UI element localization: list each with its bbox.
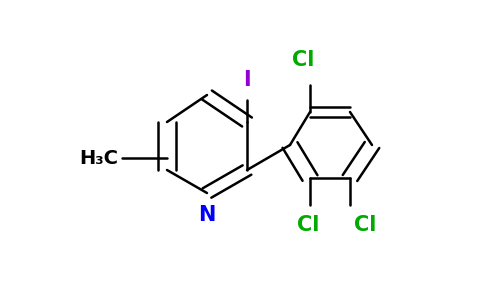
- Text: I: I: [243, 70, 251, 90]
- Text: Cl: Cl: [292, 50, 314, 70]
- Text: Cl: Cl: [354, 215, 376, 235]
- Text: H₃C: H₃C: [79, 148, 118, 167]
- Text: Cl: Cl: [297, 215, 319, 235]
- Text: N: N: [198, 205, 216, 225]
